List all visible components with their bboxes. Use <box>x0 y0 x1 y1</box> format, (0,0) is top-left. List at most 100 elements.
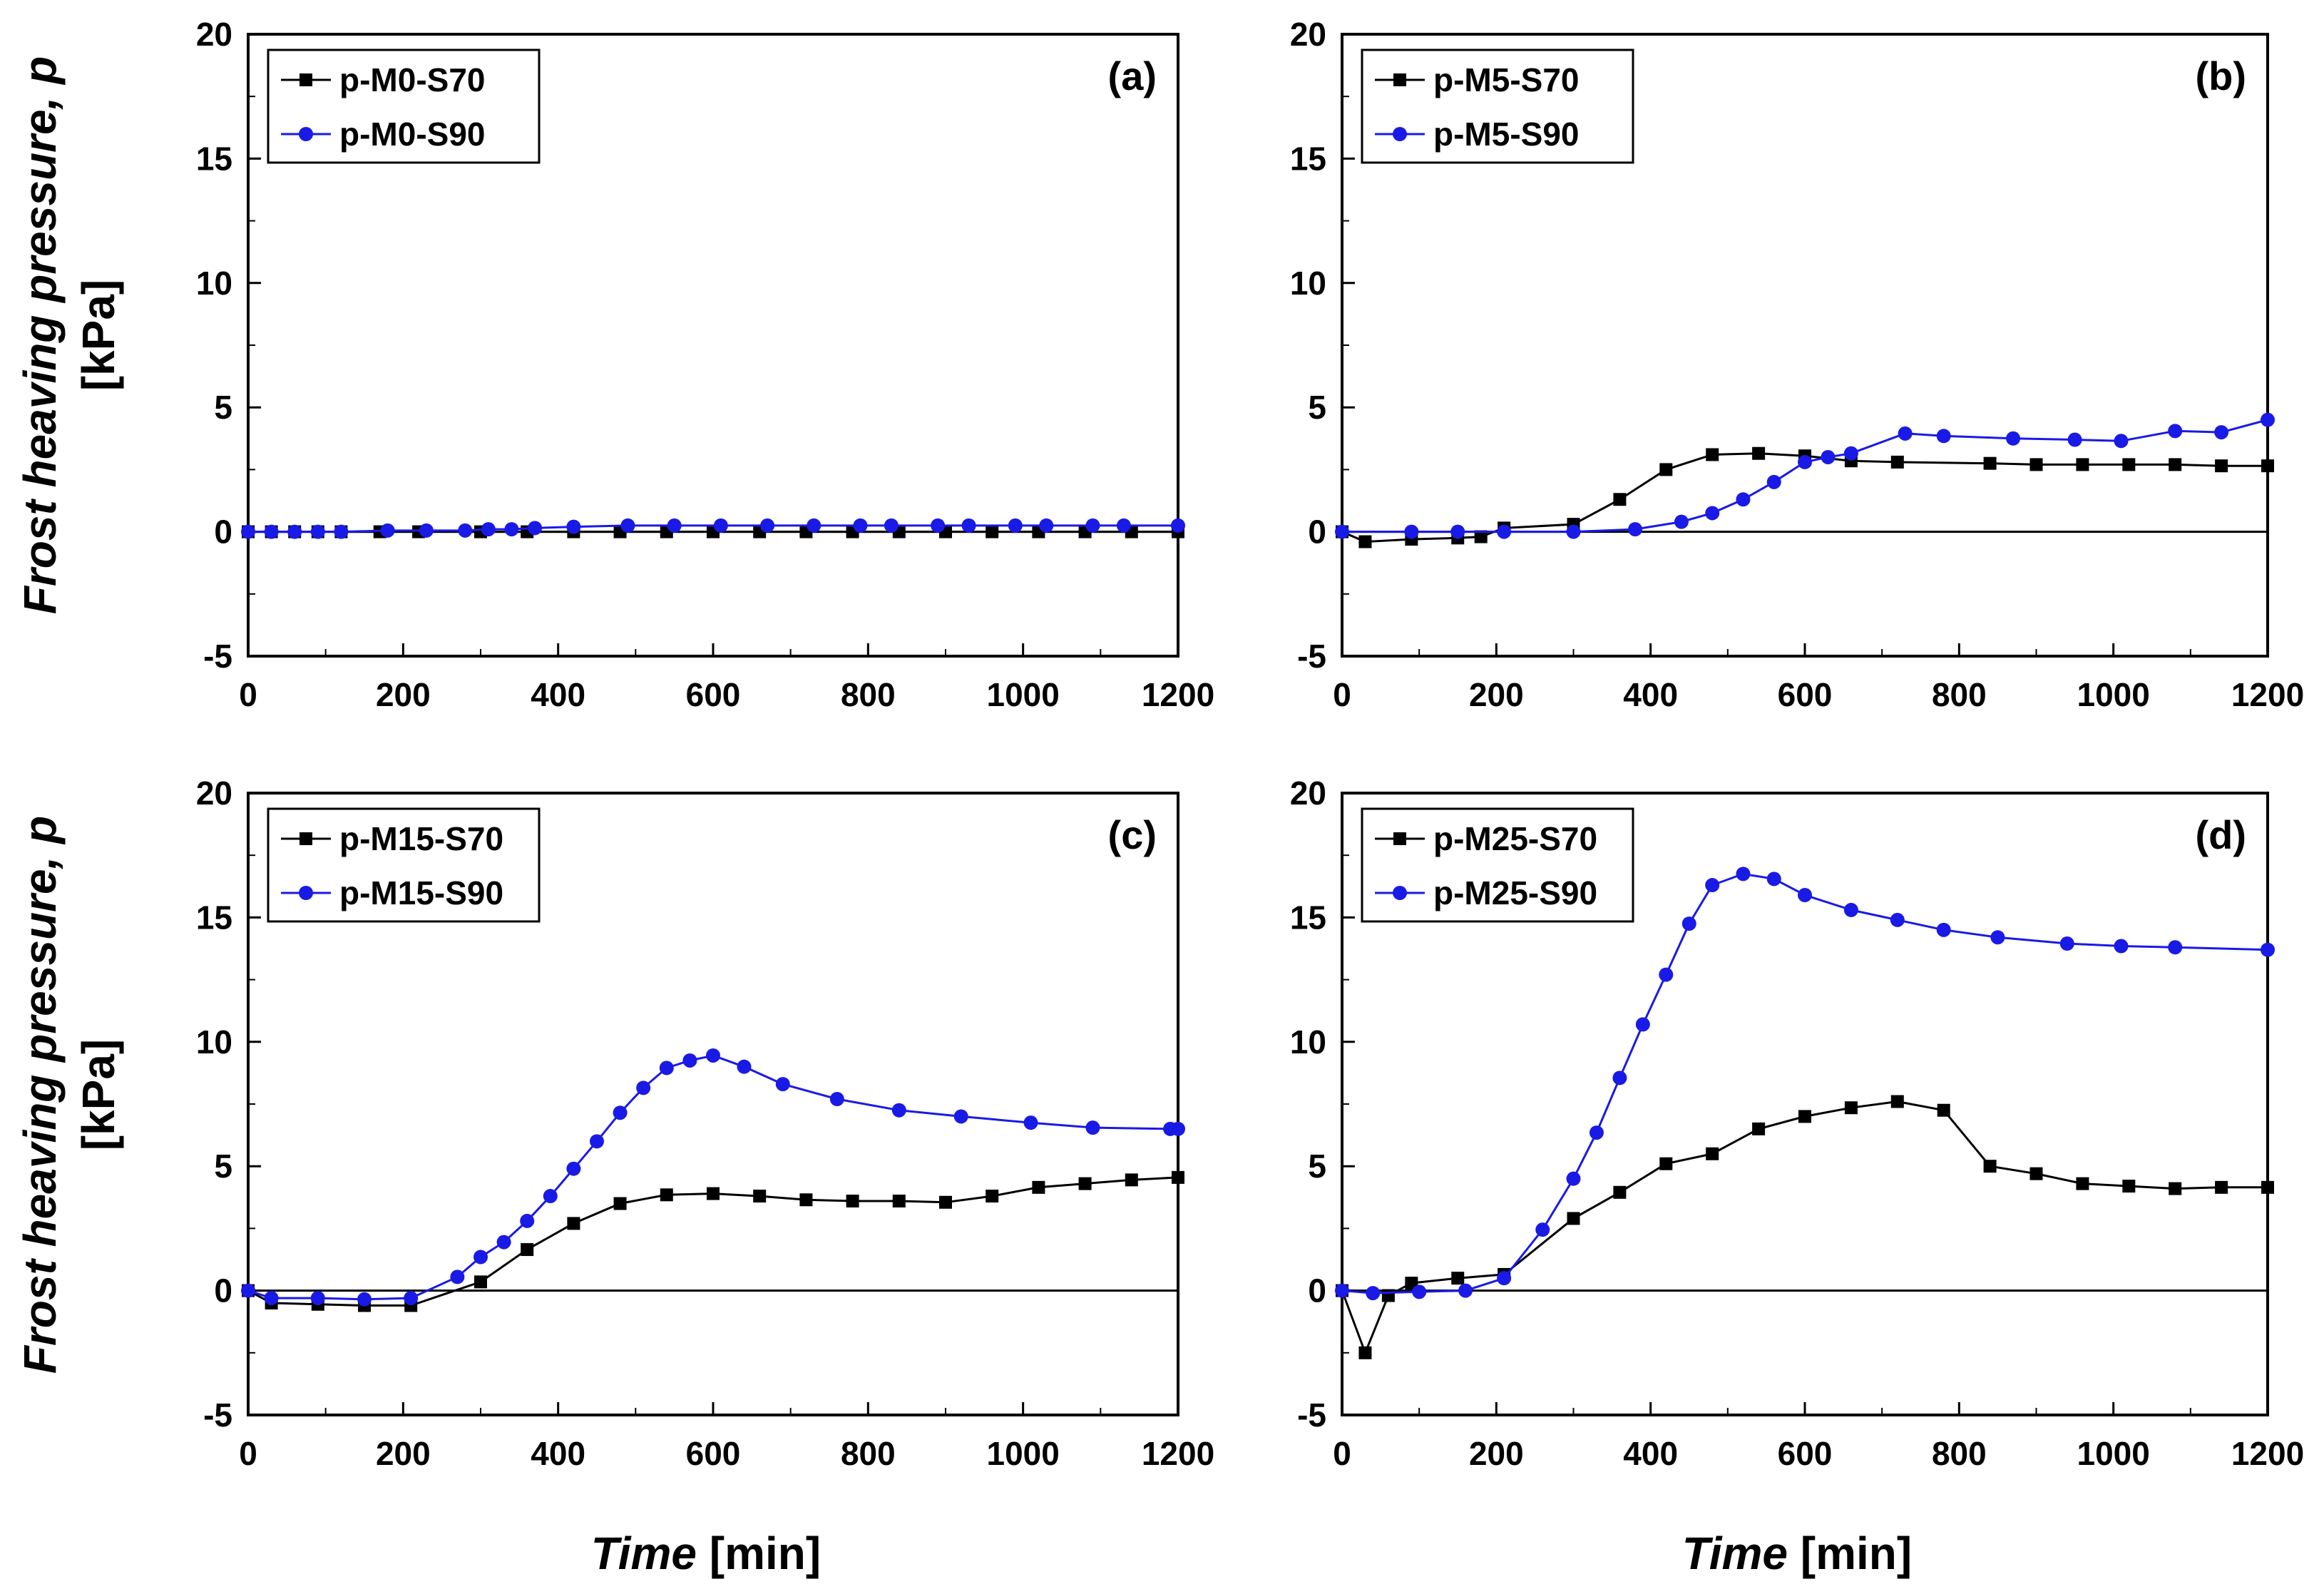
legend-box <box>267 48 541 164</box>
data-point-circle <box>496 1235 511 1250</box>
data-point-circle <box>1766 872 1781 887</box>
legend-marker-square <box>1393 73 1406 86</box>
legend-marker-square <box>300 73 312 86</box>
x-tick-label: 200 <box>1469 1435 1524 1472</box>
data-point-circle <box>566 519 581 534</box>
series-p-M25-S70 <box>1336 1095 2274 1359</box>
data-point-square <box>1983 1160 1997 1173</box>
data-point-square <box>1613 1185 1627 1199</box>
series-line <box>1341 872 2268 1294</box>
data-point-circle <box>450 1269 465 1284</box>
data-point-circle <box>1936 922 1951 937</box>
data-point-circle <box>1023 1115 1038 1130</box>
y-tick-label: 0 <box>214 514 232 551</box>
data-point-circle <box>1736 867 1751 882</box>
data-point-circle <box>1798 888 1812 903</box>
data-point-circle <box>380 523 395 538</box>
data-point-square <box>660 1188 673 1202</box>
x-tick-label: 1000 <box>2077 676 2149 713</box>
data-point-circle <box>264 1291 279 1306</box>
x-axis-title-left-italic: Time <box>591 1528 697 1579</box>
data-point-circle <box>1659 967 1674 982</box>
panel-label: (b) <box>2195 53 2246 98</box>
data-point-circle <box>1936 429 1951 444</box>
data-point-circle <box>419 523 434 538</box>
data-point-circle <box>1635 1017 1650 1032</box>
legend-label: p-M15-S70 <box>339 820 503 857</box>
data-point-square <box>2261 459 2274 473</box>
x-tick-label: 1000 <box>2077 1435 2149 1472</box>
x-tick-label: 400 <box>531 1435 585 1472</box>
legend-marker-circle <box>299 886 313 900</box>
data-point-square <box>1890 455 1904 469</box>
data-point-square <box>1078 1177 1092 1190</box>
series-p-M0-S90 <box>241 518 1185 539</box>
data-point-square <box>2169 458 2182 471</box>
series-p-M5-S90 <box>1335 412 2275 539</box>
data-point-circle <box>1535 1222 1550 1237</box>
data-point-square <box>1844 1101 1858 1115</box>
x-tick-label: 400 <box>531 676 585 713</box>
legend-marker-square <box>1393 832 1406 845</box>
data-point-circle <box>667 518 682 533</box>
legend-label: p-M0-S90 <box>339 116 485 153</box>
data-point-circle <box>481 522 496 537</box>
panel-label: (d) <box>2195 812 2246 857</box>
x-axis-title-left-unit: [min] <box>697 1528 821 1579</box>
data-point-circle <box>1412 1284 1427 1299</box>
x-tick-label: 1200 <box>2231 676 2304 713</box>
data-point-circle <box>1674 514 1689 529</box>
x-axis-title-right-unit: [min] <box>1788 1528 1912 1579</box>
x-tick-label: 400 <box>1623 1435 1678 1472</box>
x-tick-label: 1000 <box>986 1435 1059 1472</box>
data-point-square <box>1937 1103 1950 1117</box>
data-point-circle <box>620 518 635 533</box>
data-point-circle <box>357 1292 372 1307</box>
data-point-square <box>1358 1346 1372 1359</box>
panel-label: (c) <box>1108 812 1157 857</box>
data-point-circle <box>287 524 302 539</box>
data-point-circle <box>1612 1071 1627 1085</box>
data-point-circle <box>1566 1171 1581 1186</box>
y-tick-label: 15 <box>196 140 232 177</box>
data-point-square <box>2215 1180 2228 1194</box>
data-point-circle <box>706 1048 720 1063</box>
legend: p-M5-S70 p-M5-S90 <box>1361 48 1634 164</box>
y-tick-label: 10 <box>1290 1023 1326 1061</box>
data-point-circle <box>961 518 976 533</box>
data-point-circle <box>310 1291 325 1306</box>
data-point-circle <box>2006 431 2021 446</box>
y-tick-label: 5 <box>1308 389 1326 426</box>
y-axis-title-bottom: Frost heaving pressure, p <box>14 816 66 1374</box>
data-point-square <box>1706 448 1719 461</box>
data-point-square <box>846 1195 859 1208</box>
data-point-square <box>1613 493 1627 506</box>
x-tick-label: 800 <box>841 1435 896 1472</box>
data-point-circle <box>1736 492 1751 507</box>
data-point-square <box>2076 458 2089 471</box>
data-point-circle <box>1497 1271 1512 1286</box>
data-point-circle <box>1171 1121 1185 1136</box>
y-axis-unit-bottom: [kPa] <box>73 1039 124 1151</box>
x-tick-label: 600 <box>686 676 741 713</box>
y-tick-label: -5 <box>1297 638 1326 675</box>
data-point-square <box>1172 1170 1184 1184</box>
data-point-circle <box>1404 524 1419 539</box>
y-tick-label: -5 <box>1297 1396 1326 1434</box>
y-tick-label: 5 <box>214 389 232 426</box>
data-point-square <box>1890 1095 1904 1108</box>
legend-marker-circle <box>299 127 313 141</box>
data-point-circle <box>1628 522 1643 537</box>
data-point-circle <box>1458 1283 1473 1298</box>
x-tick-label: 1200 <box>1142 676 1214 713</box>
data-point-circle <box>1821 449 1836 464</box>
data-point-circle <box>334 524 349 539</box>
legend-label: p-M25-S90 <box>1433 874 1597 911</box>
data-point-circle <box>1116 518 1131 533</box>
y-tick-label: 0 <box>1308 1272 1326 1309</box>
data-point-square <box>1659 1157 1673 1170</box>
data-point-square <box>613 1197 627 1210</box>
